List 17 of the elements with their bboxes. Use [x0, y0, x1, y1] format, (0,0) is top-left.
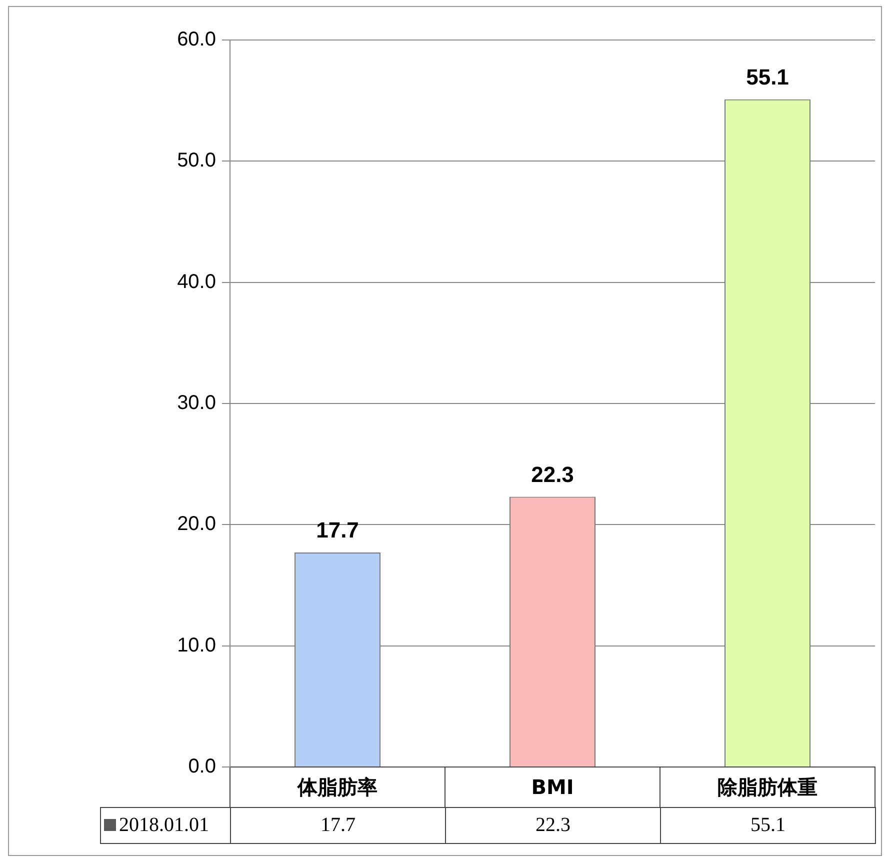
- y-tick-label: 40.0: [177, 270, 216, 293]
- annotation: 17.7: [316, 518, 359, 543]
- text: 2018.01.01: [100, 808, 230, 844]
- x-tick-label: BMI: [531, 775, 574, 800]
- y-tick-label: 0.0: [188, 756, 216, 778]
- y-tick-label: 10.0: [177, 634, 216, 656]
- y-tick-label: 50.0: [177, 150, 216, 172]
- data-label: 22.3: [446, 808, 660, 844]
- annotation: 22.3: [531, 462, 574, 487]
- x-tick-label: 体脂肪率: [296, 775, 378, 800]
- data-label: 17.7: [230, 808, 446, 844]
- data-label: 55.1: [660, 808, 876, 844]
- annotation: 55.1: [746, 64, 789, 90]
- y-tick-label: 60.0: [177, 28, 216, 51]
- x-tick-label: 除脂肪体重: [718, 775, 818, 800]
- y-tick-label: 20.0: [177, 513, 216, 536]
- y-tick-label: 30.0: [177, 392, 216, 414]
